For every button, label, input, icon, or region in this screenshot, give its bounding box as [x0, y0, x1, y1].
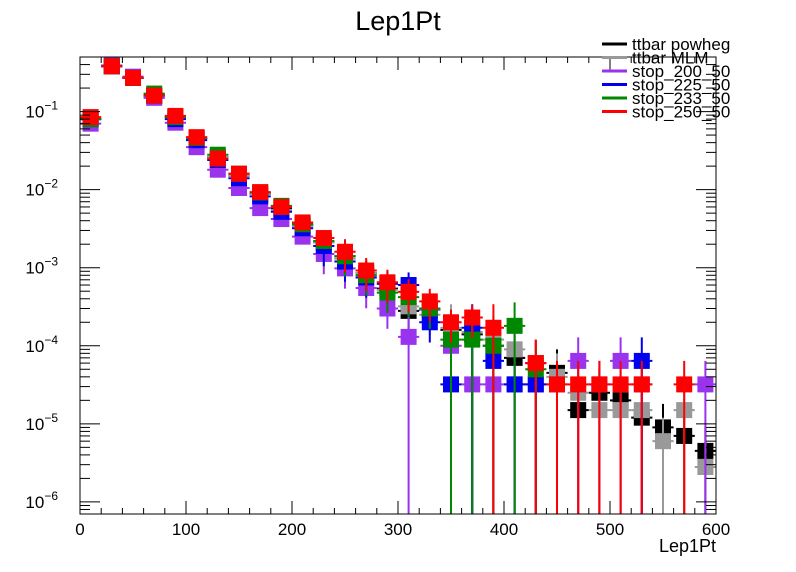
marker — [188, 129, 205, 146]
marker — [400, 283, 417, 300]
marker — [655, 433, 671, 450]
y-tick-label: 10−1 — [25, 99, 58, 122]
data-point — [694, 360, 716, 514]
y-tick-label: 10−5 — [25, 411, 58, 434]
data-point — [588, 360, 610, 514]
data-point — [567, 360, 589, 514]
marker — [527, 355, 544, 372]
marker — [103, 58, 120, 75]
marker — [82, 109, 99, 126]
data-point — [249, 184, 271, 201]
data-point — [398, 313, 420, 514]
marker — [612, 376, 629, 393]
legend-entry: ttbar powheg — [602, 35, 730, 54]
y-tick-label: 10−4 — [25, 333, 58, 356]
data-point — [207, 150, 229, 167]
data-point — [143, 87, 165, 104]
legend-label: stop_200_50 — [632, 62, 730, 81]
marker — [167, 107, 184, 124]
marker — [464, 331, 481, 348]
data-point — [398, 279, 420, 313]
data-point — [376, 269, 398, 303]
data-point — [440, 309, 462, 343]
data-point — [101, 58, 123, 75]
marker — [294, 214, 311, 231]
y-tick-label: 10−6 — [25, 489, 58, 512]
chart-title: Lep1Pt — [355, 6, 441, 36]
x-tick-label: 400 — [490, 520, 518, 539]
data-point — [80, 109, 102, 126]
marker — [633, 376, 650, 393]
marker — [697, 376, 714, 393]
marker — [443, 314, 459, 331]
data-point — [186, 129, 208, 146]
legend-label: stop_250_50 — [632, 103, 730, 122]
marker — [485, 319, 502, 336]
marker — [273, 198, 290, 215]
data-point — [355, 257, 377, 291]
y-tick-label: 10−3 — [25, 255, 58, 278]
y-tick-label: 10−2 — [25, 177, 58, 200]
x-tick-label: 200 — [278, 520, 306, 539]
data-point — [610, 360, 632, 514]
data-point — [525, 339, 547, 514]
series-5 — [80, 58, 695, 514]
marker — [570, 376, 587, 393]
marker — [400, 328, 417, 345]
legend-entry: stop_233_50 — [602, 89, 730, 108]
data-point — [292, 214, 314, 231]
legend-entry: stop_200_50 — [602, 62, 730, 81]
marker — [591, 376, 608, 393]
marker — [676, 376, 693, 393]
x-tick-label: 0 — [75, 520, 84, 539]
data-point — [546, 360, 568, 514]
data-point — [164, 107, 186, 124]
legend-label: stop_225_50 — [632, 76, 730, 95]
legend-label: ttbar powheg — [632, 35, 730, 54]
marker — [379, 274, 396, 291]
marker — [146, 87, 163, 104]
x-axis-label: Lep1Pt — [659, 536, 716, 556]
x-tick-label: 300 — [384, 520, 412, 539]
plot-area — [80, 57, 716, 514]
marker — [549, 376, 565, 393]
marker — [209, 150, 226, 167]
data-point — [270, 198, 292, 215]
data-point — [461, 304, 483, 338]
data-point — [419, 288, 441, 322]
data-point — [228, 165, 250, 182]
marker — [358, 262, 375, 279]
data-point — [334, 239, 356, 273]
legend-label: stop_233_50 — [632, 89, 730, 108]
marker — [464, 309, 481, 326]
marker — [337, 243, 353, 260]
legend-entry: ttbar MLM — [602, 49, 709, 68]
marker — [231, 165, 247, 182]
data-point — [504, 302, 526, 514]
marker — [125, 69, 141, 86]
marker — [421, 293, 438, 310]
x-tick-label: 100 — [172, 520, 200, 539]
marker — [252, 184, 269, 201]
x-tick-label: 600 — [702, 520, 730, 539]
axes: 0 100 200 300 400 500 600 10−6 10−5 10−4 10−3 10−2 1… — [25, 57, 730, 539]
data-point — [631, 360, 653, 514]
x-tick-label: 500 — [596, 520, 624, 539]
data-point — [313, 230, 335, 247]
marker — [315, 230, 332, 247]
data-point — [652, 417, 674, 514]
data-point — [461, 316, 483, 514]
data-point — [673, 360, 695, 514]
legend-entry: stop_225_50 — [602, 76, 730, 95]
legend-label: ttbar MLM — [632, 49, 709, 68]
marker — [506, 317, 523, 334]
legend-entry: stop_250_50 — [602, 103, 730, 122]
data-point — [482, 304, 504, 514]
data-point — [122, 69, 144, 86]
